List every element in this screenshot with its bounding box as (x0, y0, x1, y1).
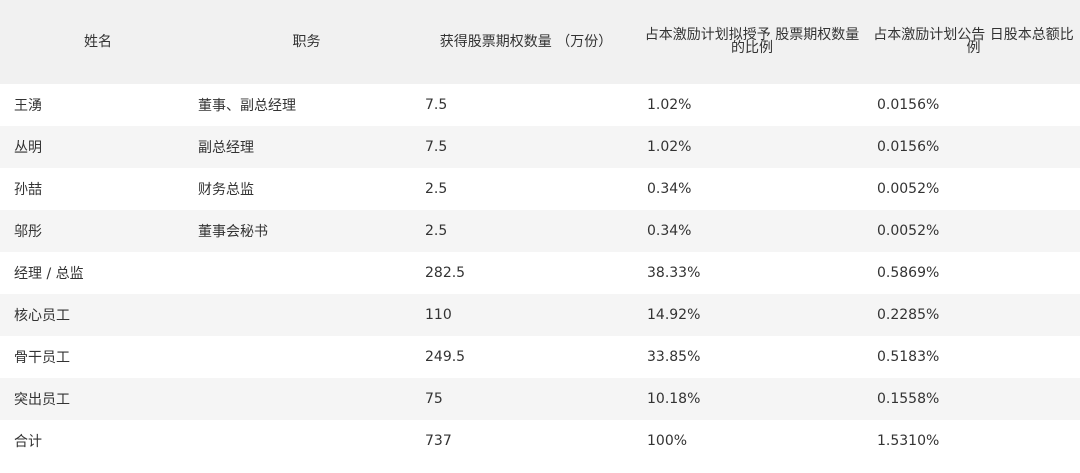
cell-share-of-total-capital: 0.0156% (877, 97, 940, 113)
cell-position: 董事、副总经理 (198, 98, 296, 114)
cell-share-of-total-capital: 0.5183% (877, 349, 940, 365)
table-row: 丛明 副总经理 7.5 1.02% 0.0156% (0, 126, 1080, 168)
cell-share-of-total-capital: 0.2285% (867, 294, 1080, 336)
cell-options-granted: 75 (415, 378, 637, 420)
cell-share-of-grant: 10.18% (637, 378, 867, 420)
table-row: 突出员工 75 10.18% 0.1558% (0, 378, 1080, 420)
cell-options-granted: 737 (425, 433, 452, 449)
cell-name: 合计 (14, 434, 42, 450)
cell-name: 骨干员工 (14, 350, 70, 366)
cell-share-of-total-capital: 0.5869% (877, 265, 940, 281)
cell-options-granted: 7.5 (415, 126, 637, 168)
table-row: 骨干员工 249.5 33.85% 0.5183% (0, 336, 1080, 378)
cell-position: 财务总监 (198, 182, 254, 198)
cell-share-of-grant: 0.34% (647, 181, 692, 197)
table-header: 姓名 职务 获得股票期权数量 （万份） 占本激励计划拟授予 股票期权数量的比例 … (0, 0, 1080, 84)
cell-options-granted: 2.5 (415, 210, 637, 252)
cell-name: 核心员工 (0, 294, 198, 336)
cell-share-of-grant: 14.92% (637, 294, 867, 336)
cell-position (198, 252, 415, 294)
table-row: 经理 / 总监 282.5 38.33% 0.5869% (0, 252, 1080, 294)
table-row: 王湧 董事、副总经理 7.5 1.02% 0.0156% (0, 84, 1080, 126)
table-row: 合计 737 100% 1.5310% (0, 420, 1080, 462)
cell-options-granted: 7.5 (425, 97, 448, 113)
cell-options-granted: 249.5 (425, 349, 466, 365)
cell-share-of-grant: 100% (647, 433, 688, 449)
cell-position (198, 336, 415, 378)
cell-name: 丛明 (0, 126, 198, 168)
cell-share-of-grant: 38.33% (647, 265, 701, 281)
cell-share-of-grant: 1.02% (637, 126, 867, 168)
table-body: 王湧 董事、副总经理 7.5 1.02% 0.0156% 丛明 副总经理 7.5 1.02% 0.… (0, 84, 1080, 462)
cell-options-granted: 282.5 (425, 265, 466, 281)
cell-options-granted: 110 (415, 294, 637, 336)
cell-share-of-total-capital: 0.0052% (877, 181, 940, 197)
column-header-position: 职务 (198, 0, 415, 84)
cell-options-granted: 2.5 (425, 181, 448, 197)
cell-name: 孙喆 (14, 182, 42, 198)
cell-position: 副总经理 (198, 126, 415, 168)
column-header-share-of-total-capital: 占本激励计划公告 日股本总额比例 (867, 0, 1080, 84)
table-row: 孙喆 财务总监 2.5 0.34% 0.0052% (0, 168, 1080, 210)
cell-share-of-total-capital: 0.1558% (867, 378, 1080, 420)
cell-name: 邬彤 (0, 210, 198, 252)
cell-position: 董事会秘书 (198, 210, 415, 252)
table-row: 邬彤 董事会秘书 2.5 0.34% 0.0052% (0, 210, 1080, 252)
column-header-options-granted: 获得股票期权数量 （万份） (415, 0, 637, 84)
cell-position (198, 294, 415, 336)
column-header-share-of-grant: 占本激励计划拟授予 股票期权数量的比例 (637, 0, 867, 84)
header-row: 姓名 职务 获得股票期权数量 （万份） 占本激励计划拟授予 股票期权数量的比例 … (0, 0, 1080, 84)
cell-share-of-grant: 0.34% (637, 210, 867, 252)
equity-incentive-table: 姓名 职务 获得股票期权数量 （万份） 占本激励计划拟授予 股票期权数量的比例 … (0, 0, 1080, 462)
cell-name: 王湧 (14, 98, 42, 114)
column-header-name: 姓名 (0, 0, 198, 84)
table-row: 核心员工 110 14.92% 0.2285% (0, 294, 1080, 336)
cell-name: 经理 / 总监 (14, 266, 84, 282)
cell-name: 突出员工 (0, 378, 198, 420)
cell-share-of-grant: 1.02% (647, 97, 692, 113)
cell-share-of-total-capital: 1.5310% (877, 433, 940, 449)
cell-position (198, 420, 415, 462)
cell-share-of-grant: 33.85% (647, 349, 701, 365)
cell-share-of-total-capital: 0.0052% (867, 210, 1080, 252)
cell-position (198, 378, 415, 420)
cell-share-of-total-capital: 0.0156% (867, 126, 1080, 168)
